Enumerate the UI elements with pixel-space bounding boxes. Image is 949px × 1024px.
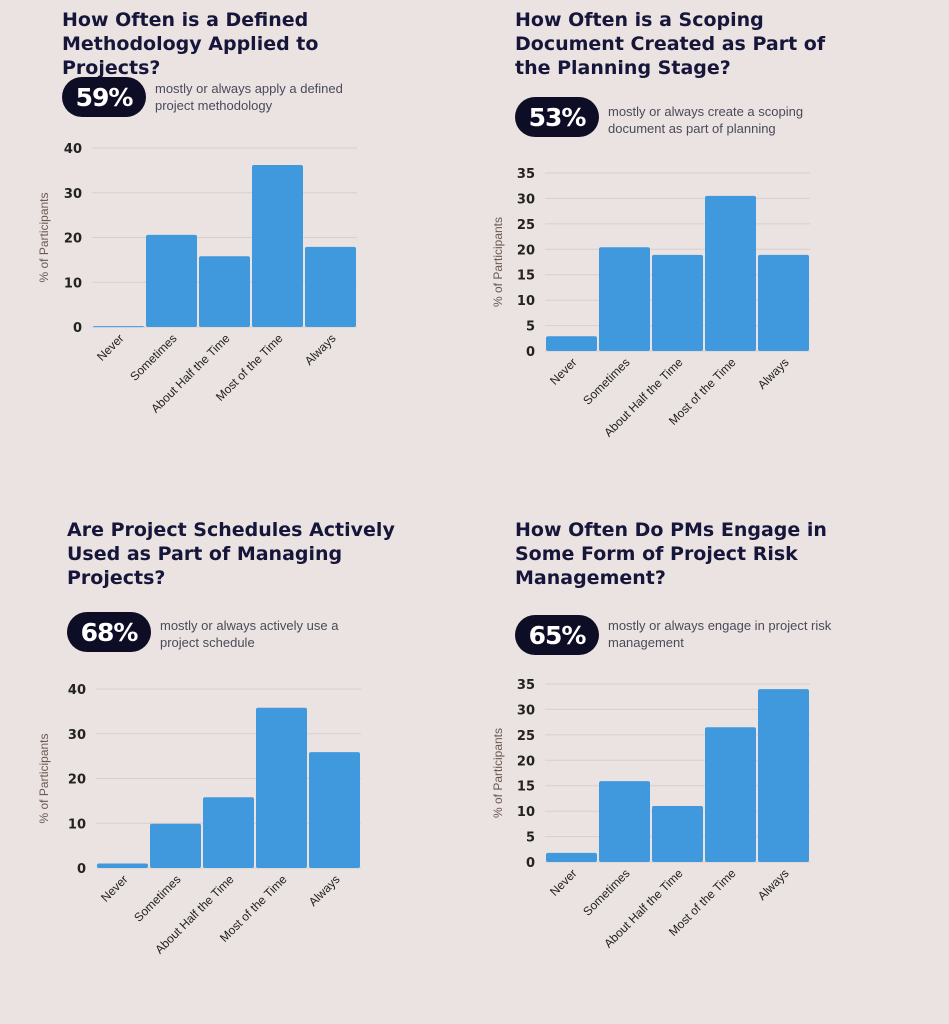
chart-3-y-axis-label: % of Participants <box>37 733 51 823</box>
chart-3-y-tick: 0 <box>77 862 86 877</box>
chart-4-bar-4 <box>705 727 756 862</box>
chart-1-y-tick: 40 <box>64 142 82 157</box>
chart-2-title: How Often is a Scoping Document Created … <box>515 9 826 79</box>
chart-1-category-label: Sometimes <box>127 331 179 383</box>
chart-1-bar-1 <box>93 326 144 328</box>
chart-3-bar-2 <box>150 823 201 868</box>
chart-1-y-tick: 20 <box>64 232 82 247</box>
chart-4-category-label: Always <box>755 866 792 903</box>
chart-1-category-label: Never <box>94 331 127 364</box>
chart-1-y-tick: 0 <box>73 321 82 336</box>
chart-2-y-tick: 10 <box>517 294 535 309</box>
chart-2-category-label: Always <box>755 355 792 392</box>
chart-1-y-tick: 30 <box>64 187 82 202</box>
chart-2-y-tick: 25 <box>517 218 535 233</box>
chart-2-description: mostly or always create a scoping docume… <box>608 104 804 136</box>
chart-3-bar-4 <box>256 707 307 868</box>
chart-1-stat-badge: 59% <box>62 77 146 117</box>
chart-3-y-tick: 40 <box>68 683 86 698</box>
chart-4-y-tick: 35 <box>517 678 535 693</box>
chart-4-bar-3 <box>652 806 703 862</box>
chart-4-y-axis-label: % of Participants <box>491 728 505 818</box>
chart-1-category-label: Always <box>302 331 339 368</box>
chart-4-y-tick: 10 <box>517 805 535 820</box>
chart-4-y-tick: 25 <box>517 729 535 744</box>
chart-4-bar-2 <box>599 781 650 862</box>
chart-2-y-tick: 35 <box>517 167 535 182</box>
chart-3-y-tick: 10 <box>68 817 86 832</box>
chart-2-y-tick: 20 <box>517 243 535 258</box>
chart-3-category-label: Always <box>306 872 343 909</box>
chart-2-bar-3 <box>652 254 703 351</box>
chart-1-y-axis-label: % of Participants <box>37 192 51 282</box>
chart-3-bar-1 <box>97 863 148 868</box>
chart-3-category-label: Sometimes <box>131 872 183 924</box>
chart-3-category-label: Never <box>98 872 131 905</box>
chart-4-bar-5 <box>758 689 809 862</box>
chart-3-description: mostly or always actively use a project … <box>160 618 339 650</box>
chart-4-y-tick: 5 <box>526 831 535 846</box>
chart-3-stat-badge: 68% <box>67 612 151 652</box>
chart-3-title: Are Project Schedules Actively Used as P… <box>67 519 395 589</box>
chart-2-y-axis-label: % of Participants <box>491 217 505 307</box>
chart-2-bar-5 <box>758 254 809 351</box>
chart-2-y-tick: 0 <box>526 345 535 360</box>
chart-1-description: mostly or always apply a defined project… <box>155 81 343 113</box>
chart-4-title: How Often Do PMs Engage in Some Form of … <box>515 519 827 589</box>
chart-4-description: mostly or always engage in project risk … <box>608 618 832 650</box>
chart-2-stat-badge: 53% <box>515 97 599 137</box>
chart-2-bar-1 <box>546 336 597 351</box>
chart-1-title: How Often is a Defined Methodology Appli… <box>62 9 319 79</box>
chart-2-y-tick: 5 <box>526 320 535 335</box>
chart-3-bar-5 <box>309 752 360 868</box>
chart-2-y-tick: 30 <box>517 192 535 207</box>
chart-1-bar-4 <box>252 165 303 327</box>
chart-3-y-tick: 20 <box>68 773 86 788</box>
chart-3-y-tick: 30 <box>68 728 86 743</box>
chart-2-bar-4 <box>705 195 756 351</box>
chart-2-category-label: Sometimes <box>580 355 632 407</box>
chart-4-y-tick: 0 <box>526 856 535 871</box>
chart-4-bar-1 <box>546 852 597 862</box>
chart-1-bar-5 <box>305 246 356 327</box>
chart-4-category-label: Never <box>547 866 580 899</box>
chart-4-y-tick: 15 <box>517 780 535 795</box>
chart-4-stat-badge: 65% <box>515 615 599 655</box>
chart-4-y-tick: 20 <box>517 754 535 769</box>
chart-2-bar-2 <box>599 247 650 351</box>
chart-3-bar-3 <box>203 797 254 868</box>
chart-1-bar-2 <box>146 234 197 327</box>
chart-1-bar-3 <box>199 256 250 327</box>
chart-2-category-label: Never <box>547 355 580 388</box>
chart-4-category-label: Sometimes <box>580 866 632 918</box>
chart-4-y-tick: 30 <box>517 703 535 718</box>
chart-2-y-tick: 15 <box>517 269 535 284</box>
chart-1-y-tick: 10 <box>64 276 82 291</box>
